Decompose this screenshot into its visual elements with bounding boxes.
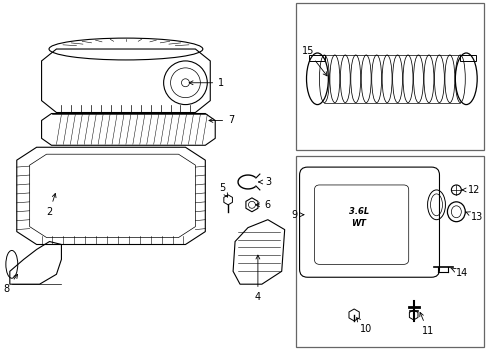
Text: 9: 9 <box>291 210 303 220</box>
Bar <box>309 55 325 61</box>
Text: 6: 6 <box>255 200 270 210</box>
Text: 8: 8 <box>4 274 18 294</box>
Text: 3.6L: 3.6L <box>348 207 368 216</box>
Text: 5: 5 <box>219 183 227 197</box>
Text: 13: 13 <box>465 212 483 222</box>
Text: 7: 7 <box>208 116 234 126</box>
Text: 10: 10 <box>356 318 371 334</box>
Text: 12: 12 <box>461 185 480 195</box>
Bar <box>295 156 483 347</box>
Text: WT: WT <box>351 219 366 228</box>
Text: 14: 14 <box>450 268 468 278</box>
Text: 3: 3 <box>258 177 270 187</box>
Bar <box>295 3 483 150</box>
Text: 15: 15 <box>301 46 326 76</box>
Text: 1: 1 <box>189 78 224 88</box>
Bar <box>459 55 475 61</box>
Text: 2: 2 <box>46 193 56 217</box>
Text: 4: 4 <box>254 255 261 302</box>
Text: 11: 11 <box>419 312 433 336</box>
